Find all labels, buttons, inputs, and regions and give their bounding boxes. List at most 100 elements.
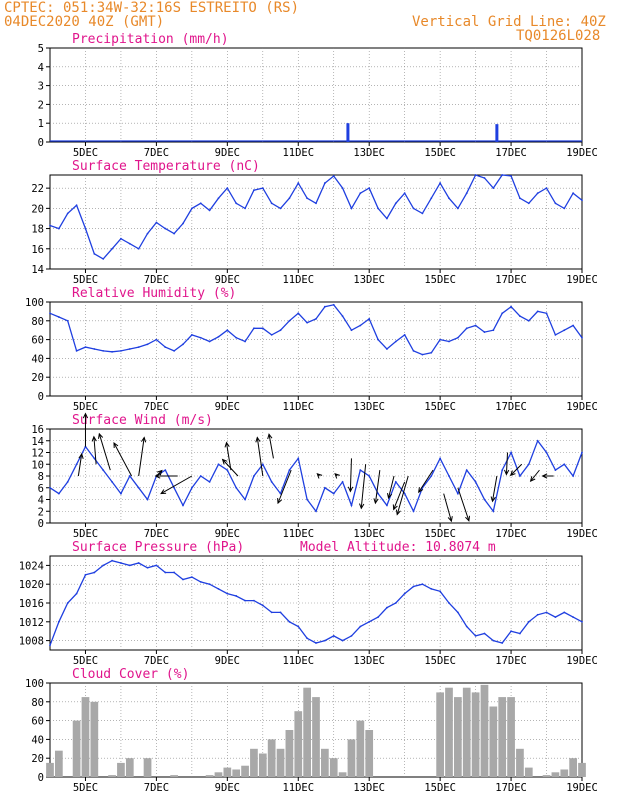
panel-rh-point: [253, 327, 255, 330]
panel-wind-point: [430, 475, 433, 477]
wind-arrow: [138, 437, 145, 477]
header-station: CPTEC: 051:34W-32:16S ESTREITO (RS): [4, 0, 300, 16]
panel-cloud-bar: [117, 762, 125, 777]
panel-rh-point: [102, 349, 105, 352]
panel-press-point: [386, 606, 388, 609]
panel-cloud-bar: [143, 758, 152, 777]
panel-wind-point: [359, 469, 362, 472]
panel-press-point: [235, 595, 238, 597]
panel-rh-point: [244, 340, 246, 343]
panel-wind-ytick-label: 16: [31, 424, 44, 436]
panel-wind-point: [182, 504, 184, 507]
panel-wind-point: [288, 469, 291, 472]
panel-rh-xtick-label: 19DEC: [566, 401, 598, 413]
panel-cloud-bar: [489, 706, 498, 777]
panel-rh-xtick-label: 5DEC: [73, 401, 98, 413]
panel-rh-point: [474, 324, 477, 327]
panel-press-point: [341, 639, 344, 642]
panel-wind-point: [501, 469, 504, 472]
panel-temp-point: [235, 202, 238, 205]
panel-rh-point: [146, 343, 149, 346]
panel-wind-title: Surface Wind (m/s): [72, 413, 213, 428]
panel-press-xtick-label: 17DEC: [495, 655, 527, 667]
panel-cloud-ytick-label: 40: [31, 734, 44, 746]
panel-wind-xtick-label: 11DEC: [282, 528, 314, 540]
wind-arrow-head: [113, 441, 119, 449]
panel-wind-xtick-label: 17DEC: [495, 528, 527, 540]
panel-temp-point: [315, 202, 317, 205]
panel-wind-point: [57, 492, 60, 495]
panel-wind-point: [465, 469, 468, 472]
panel-press-point: [377, 616, 379, 618]
panel-wind-point: [448, 475, 450, 477]
panel-rh-point: [465, 327, 468, 330]
panel-cloud-ytick-label: 60: [31, 716, 44, 728]
panel-wind-point: [164, 469, 167, 472]
panel-temp-point: [146, 232, 149, 235]
wind-arrow-head: [509, 470, 516, 477]
panel-rh-point: [527, 319, 530, 322]
panel-cloud-bar: [276, 748, 285, 777]
panel-rh-point: [323, 305, 326, 308]
panel-temp-point: [226, 187, 229, 190]
panel-cloud-xtick-label: 5DEC: [73, 782, 98, 794]
panel-precip-xtick-label: 5DEC: [73, 147, 98, 159]
panel-wind-point: [377, 492, 379, 495]
panel-cloud-bar: [329, 758, 338, 777]
panel-rh-point: [581, 336, 583, 339]
panel-temp-point: [279, 207, 282, 210]
panel-wind-point: [368, 475, 371, 477]
panel-press-point: [519, 632, 521, 635]
panel-press-point: [527, 620, 530, 623]
panel-precip-xtick-label: 9DEC: [215, 147, 240, 159]
panel-rh-point: [235, 336, 238, 339]
panel-temp-point: [430, 197, 433, 200]
wind-arrow-head: [490, 496, 496, 503]
panel-precip-bar: [346, 123, 350, 142]
panel-press-point: [84, 573, 87, 576]
panel-temp-point: [581, 199, 583, 202]
panel-temp-series-line: [49, 174, 583, 260]
panel-cloud-xtick-label: 19DEC: [566, 782, 598, 794]
header-date: 04DEC2020 40Z (GMT): [4, 14, 165, 30]
panel-rh-ytick-label: 60: [31, 335, 44, 347]
panel-wind-point: [146, 498, 149, 501]
panel-temp-ytick-label: 14: [31, 264, 44, 276]
panel-wind-point: [386, 504, 388, 507]
panel-rh-point: [483, 331, 486, 333]
panel-temp-ytick-label: 18: [31, 224, 44, 236]
panel-wind-point: [554, 469, 557, 472]
wind-arrow-head: [541, 473, 548, 479]
panel-cloud-xtick-label: 17DEC: [495, 782, 527, 794]
panel-rh-point: [208, 340, 211, 343]
panel-cloud-bar: [498, 697, 507, 777]
panel-cloud-bar: [55, 750, 63, 777]
panel-temp-xtick-label: 15DEC: [424, 274, 456, 286]
panel-press-xtick-label: 19DEC: [566, 655, 598, 667]
panel-temp-point: [199, 202, 202, 205]
panel-press-ytick-label: 1024: [19, 560, 44, 572]
panel-wind-point: [332, 492, 335, 495]
panel-temp-point: [93, 252, 96, 255]
panel-temp-point: [137, 247, 140, 250]
panel-rh-point: [456, 336, 459, 339]
wind-arrow-head: [277, 498, 283, 505]
panel-cloud-ytick-label: 0: [38, 772, 44, 784]
panel-press-point: [439, 590, 442, 593]
panel-wind-point: [102, 469, 105, 472]
panel-rh-ytick-label: 100: [25, 297, 44, 309]
panel-temp-point: [483, 177, 486, 179]
panel-press-point: [182, 578, 184, 581]
panel-precip-frame: [49, 47, 583, 143]
panel-press-point: [368, 620, 371, 623]
panel-wind-point: [253, 475, 255, 477]
header-code: TQ0126L028: [516, 28, 601, 44]
wind-arrow-head: [359, 503, 365, 510]
panel-press-series-line: [49, 560, 583, 646]
wind-arrow-head: [395, 509, 401, 516]
panel-rh-xtick-label: 13DEC: [353, 401, 385, 413]
wind-arrow: [374, 470, 381, 504]
panel-rh-point: [554, 334, 557, 336]
panel-wind-ytick-label: 10: [31, 459, 44, 471]
wind-arrow-head: [373, 498, 379, 505]
